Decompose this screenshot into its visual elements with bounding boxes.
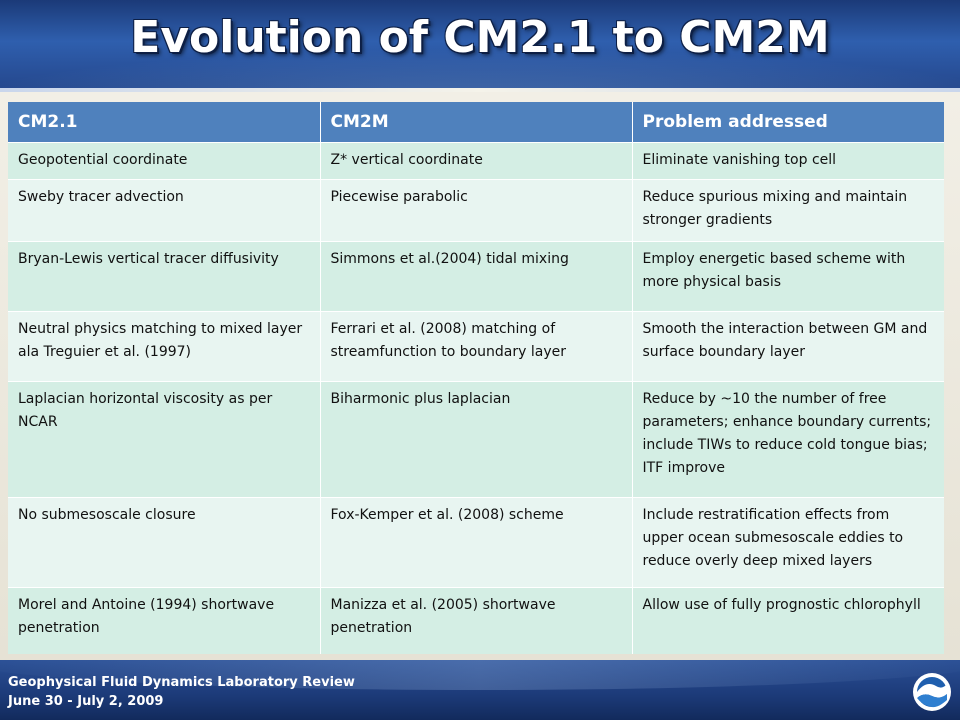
table-row: No submesoscale closure Fox-Kemper et al… bbox=[8, 497, 944, 588]
cell-problem: Employ energetic based scheme with more … bbox=[632, 241, 944, 312]
comparison-table: CM2.1 CM2M Problem addressed Geopotentia… bbox=[8, 102, 944, 654]
footer-event-title: Geophysical Fluid Dynamics Laboratory Re… bbox=[8, 675, 355, 690]
cell-cm21: Morel and Antoine (1994) shortwave penet… bbox=[8, 587, 321, 654]
cell-cm2m: Simmons et al.(2004) tidal mixing bbox=[320, 241, 633, 312]
cell-cm21: Bryan-Lewis vertical tracer diffusivity bbox=[8, 241, 321, 312]
footer-band: Geophysical Fluid Dynamics Laboratory Re… bbox=[0, 660, 960, 720]
header-cm21: CM2.1 bbox=[8, 102, 321, 143]
title-band bbox=[0, 0, 960, 92]
footer-event-dates: June 30 - July 2, 2009 bbox=[8, 694, 164, 709]
cell-cm21: No submesoscale closure bbox=[8, 497, 321, 588]
table-row: Neutral physics matching to mixed layer … bbox=[8, 311, 944, 382]
cell-problem: Eliminate vanishing top cell bbox=[632, 142, 944, 180]
cell-cm2m: Ferrari et al. (2008) matching of stream… bbox=[320, 311, 633, 382]
cell-cm2m: Biharmonic plus laplacian bbox=[320, 381, 633, 498]
cell-cm2m: Z* vertical coordinate bbox=[320, 142, 633, 180]
slide-title: Evolution of CM2.1 to CM2M bbox=[130, 12, 830, 63]
table-row: Geopotential coordinate Z* vertical coor… bbox=[8, 142, 944, 180]
cell-cm21: Sweby tracer advection bbox=[8, 179, 321, 242]
cell-cm2m: Piecewise parabolic bbox=[320, 179, 633, 242]
header-cm2m: CM2M bbox=[320, 102, 633, 143]
cell-problem: Include restratification effects from up… bbox=[632, 497, 944, 588]
title-band-divider bbox=[0, 88, 960, 92]
cell-cm2m: Fox-Kemper et al. (2008) scheme bbox=[320, 497, 633, 588]
cell-cm21: Neutral physics matching to mixed layer … bbox=[8, 311, 321, 382]
cell-cm2m: Manizza et al. (2005) shortwave penetrat… bbox=[320, 587, 633, 654]
header-problem-addressed: Problem addressed bbox=[632, 102, 944, 143]
table-row: Morel and Antoine (1994) shortwave penet… bbox=[8, 587, 944, 654]
table-row: Sweby tracer advection Piecewise parabol… bbox=[8, 179, 944, 242]
noaa-logo-icon bbox=[913, 673, 951, 711]
cell-problem: Reduce spurious mixing and maintain stro… bbox=[632, 179, 944, 242]
cell-problem: Smooth the interaction between GM and su… bbox=[632, 311, 944, 382]
table-header-row: CM2.1 CM2M Problem addressed bbox=[8, 102, 944, 143]
cell-problem: Reduce by ~10 the number of free paramet… bbox=[632, 381, 944, 498]
cell-problem: Allow use of fully prognostic chlorophyl… bbox=[632, 587, 944, 654]
table-row: Bryan-Lewis vertical tracer diffusivity … bbox=[8, 241, 944, 312]
cell-cm21: Laplacian horizontal viscosity as per NC… bbox=[8, 381, 321, 498]
cell-cm21: Geopotential coordinate bbox=[8, 142, 321, 180]
table-row: Laplacian horizontal viscosity as per NC… bbox=[8, 381, 944, 498]
